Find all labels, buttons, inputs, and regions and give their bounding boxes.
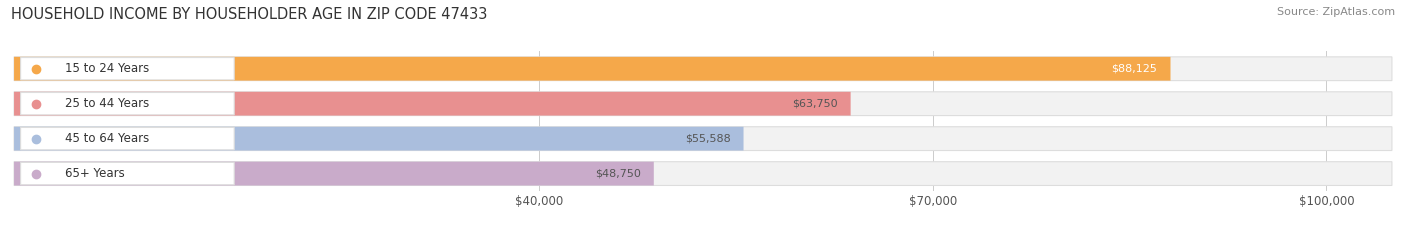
FancyBboxPatch shape <box>21 127 235 150</box>
FancyBboxPatch shape <box>14 127 1392 151</box>
FancyBboxPatch shape <box>21 162 235 185</box>
Text: $48,750: $48,750 <box>595 169 641 178</box>
FancyBboxPatch shape <box>21 58 235 80</box>
Text: 15 to 24 Years: 15 to 24 Years <box>65 62 149 75</box>
FancyBboxPatch shape <box>14 162 1392 185</box>
Text: 65+ Years: 65+ Years <box>65 167 125 180</box>
Text: HOUSEHOLD INCOME BY HOUSEHOLDER AGE IN ZIP CODE 47433: HOUSEHOLD INCOME BY HOUSEHOLDER AGE IN Z… <box>11 7 488 22</box>
Text: $88,125: $88,125 <box>1112 64 1157 74</box>
FancyBboxPatch shape <box>14 57 1170 81</box>
FancyBboxPatch shape <box>14 162 654 185</box>
FancyBboxPatch shape <box>21 93 235 115</box>
Text: 45 to 64 Years: 45 to 64 Years <box>65 132 149 145</box>
FancyBboxPatch shape <box>14 127 744 151</box>
FancyBboxPatch shape <box>14 92 851 116</box>
Text: Source: ZipAtlas.com: Source: ZipAtlas.com <box>1277 7 1395 17</box>
Text: $63,750: $63,750 <box>792 99 838 109</box>
Text: $55,588: $55,588 <box>685 134 730 144</box>
FancyBboxPatch shape <box>14 92 1392 116</box>
Text: 25 to 44 Years: 25 to 44 Years <box>65 97 149 110</box>
FancyBboxPatch shape <box>14 57 1392 81</box>
